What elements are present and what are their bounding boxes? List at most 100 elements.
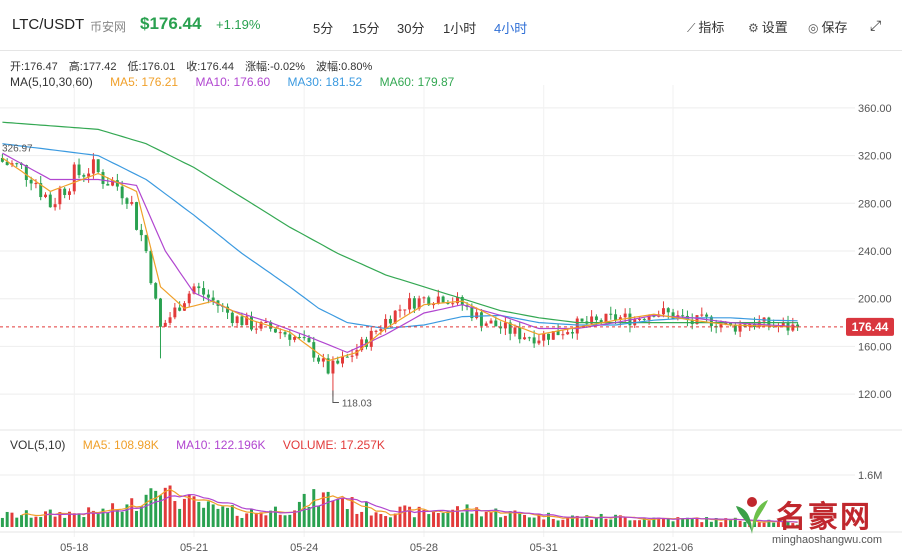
- candle-body: [513, 327, 517, 334]
- volume-bar: [566, 516, 570, 527]
- time-tick-label: 2021-06: [653, 542, 693, 554]
- price-tick-label: 240.00: [858, 246, 892, 258]
- candle-body: [235, 316, 239, 324]
- volume-bar: [556, 520, 560, 527]
- volume-bar: [408, 506, 412, 527]
- price-tick-label: 320.00: [858, 151, 892, 163]
- volume-bar: [772, 522, 776, 527]
- header-divider: [0, 50, 902, 51]
- volume-bar: [384, 516, 388, 527]
- ma10-legend: MA10: 176.60: [195, 75, 271, 89]
- candle-body: [666, 308, 670, 313]
- save-button[interactable]: ◎ 保存: [808, 17, 848, 36]
- candle-body: [398, 309, 402, 311]
- volume-bar: [432, 511, 436, 527]
- chart-line-icon: ⟋: [687, 21, 696, 35]
- volume-bar: [206, 501, 210, 527]
- candle-body: [302, 337, 306, 339]
- candle-body: [0, 157, 4, 162]
- candle-body: [96, 159, 100, 173]
- fullscreen-button[interactable]: ⤢: [870, 17, 881, 34]
- volume-bar: [570, 515, 574, 527]
- volume-bar: [470, 513, 474, 527]
- volume-bar: [369, 515, 373, 527]
- volume-bar: [197, 501, 201, 527]
- candle-body: [647, 315, 651, 320]
- price-tick-label: 360.00: [858, 103, 892, 115]
- volume-bar: [120, 511, 124, 527]
- candle-body: [341, 356, 344, 364]
- volume-bar: [307, 507, 311, 527]
- candle-body: [489, 320, 493, 324]
- volume-bar: [297, 501, 301, 527]
- candle-body: [681, 315, 685, 317]
- interval-15m[interactable]: 15分: [352, 21, 380, 36]
- candle-body: [259, 322, 263, 329]
- candle-body: [168, 317, 172, 323]
- volume-bar: [144, 494, 148, 527]
- candle-body: [125, 198, 129, 204]
- candle-body: [661, 308, 665, 315]
- volume-bar: [652, 517, 656, 527]
- candle-body: [638, 318, 642, 320]
- volume-bar: [63, 517, 67, 527]
- volume-bar: [412, 517, 416, 527]
- indicator-button[interactable]: ⟋ 指标: [687, 17, 724, 36]
- volume-bar: [187, 494, 191, 527]
- volume-tick-label: 1.6M: [858, 470, 882, 482]
- candle-body: [139, 229, 143, 236]
- volume-bar: [403, 505, 407, 527]
- candle-body: [369, 330, 373, 347]
- volume-bar: [44, 511, 47, 527]
- volume-bar: [499, 517, 503, 527]
- candle-body: [618, 317, 622, 321]
- volume-bar: [216, 508, 220, 527]
- ma-legend-label: MA(5,10,30,60): [10, 75, 93, 89]
- settings-label: 设置: [761, 20, 788, 35]
- candle-body: [408, 298, 412, 310]
- volume-bar: [130, 498, 134, 527]
- candle-body: [379, 328, 383, 331]
- volume-bar: [345, 509, 349, 527]
- volume-bar: [714, 518, 718, 527]
- interval-4h[interactable]: 4小时: [494, 21, 528, 36]
- candle-body: [297, 336, 301, 338]
- candle-body: [53, 204, 57, 208]
- candle-body: [719, 324, 723, 328]
- volume-bar: [700, 522, 704, 527]
- volume-bar: [67, 511, 71, 527]
- volume-bar: [53, 516, 57, 527]
- candle-body: [451, 303, 455, 305]
- ma5-line: [2, 157, 798, 362]
- volume-bar: [10, 512, 14, 527]
- candle-body: [345, 356, 349, 358]
- volume-bar: [317, 505, 321, 527]
- volume-bar: [283, 515, 287, 527]
- volume-bar: [690, 517, 694, 527]
- volume-bar: [91, 510, 95, 527]
- interval-1h[interactable]: 1小时: [443, 21, 477, 36]
- ma60-line: [2, 121, 798, 324]
- volume-bar: [460, 512, 464, 527]
- candle-body: [700, 314, 704, 316]
- volume-bar: [456, 506, 459, 527]
- candle-body: [422, 297, 426, 299]
- candle-body: [307, 337, 311, 343]
- volume-bar: [729, 519, 733, 527]
- volume-bar: [733, 517, 737, 527]
- settings-button[interactable]: ⚙ 设置: [748, 17, 788, 36]
- volume-bar: [494, 508, 498, 527]
- volume-bar: [666, 518, 670, 527]
- interval-30m[interactable]: 30分: [397, 21, 425, 36]
- candle-body: [226, 306, 230, 313]
- candle-body: [326, 358, 330, 374]
- candle-body: [499, 326, 503, 329]
- volume-bar: [72, 513, 76, 527]
- last-price-label: 176.44: [852, 320, 889, 334]
- volume-bar: [451, 509, 455, 527]
- volume-bar: [518, 513, 522, 527]
- interval-5m[interactable]: 5分: [313, 21, 334, 36]
- candle-body: [173, 307, 177, 318]
- volume-bar: [561, 519, 565, 527]
